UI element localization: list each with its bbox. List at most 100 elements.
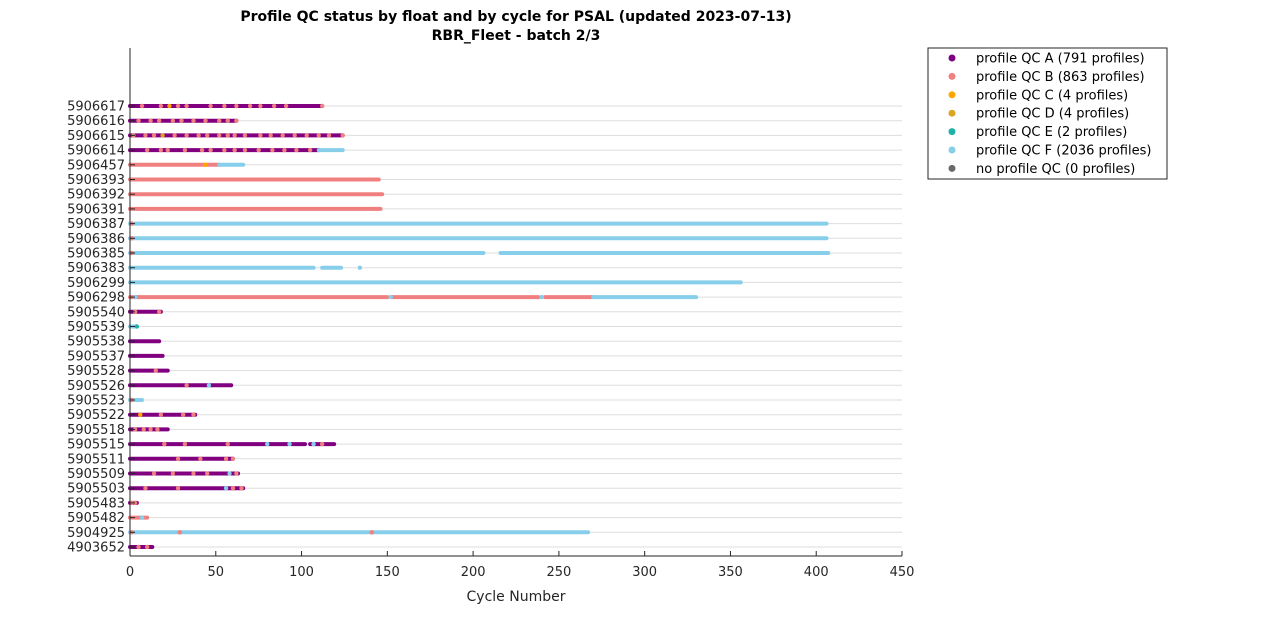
- y-tick-label: 5905522: [67, 408, 125, 423]
- profile-point-qc-b: [175, 103, 181, 109]
- profile-point-qc-b: [191, 118, 196, 123]
- profile-point-qc-b: [294, 147, 299, 153]
- profile-point-qc-d: [160, 133, 165, 138]
- float-row-5906617: [128, 103, 325, 109]
- y-tick-label: 5906299: [67, 276, 125, 291]
- profile-point-qc-b: [158, 412, 164, 417]
- x-tick-label: 50: [208, 565, 225, 580]
- profile-point-qc-b: [141, 427, 146, 432]
- y-tick-label: 5906457: [67, 158, 125, 173]
- float-row-5905528: [128, 368, 170, 373]
- float-row-5905518: [128, 427, 170, 432]
- profile-point-qc-b: [198, 456, 203, 461]
- float-row-5905515: [128, 441, 337, 447]
- profile-point-qc-f: [227, 471, 232, 476]
- profile-point-qc-b: [182, 147, 188, 153]
- profile-point-qc-b: [230, 456, 236, 461]
- profile-point-qc-b: [203, 118, 208, 123]
- profile-point-qc-b: [144, 147, 150, 153]
- profile-point-qc-b: [143, 486, 148, 491]
- float-row-5904925: [128, 530, 591, 535]
- profile-point-qc-b: [225, 441, 230, 447]
- y-tick-label: 5906298: [67, 291, 125, 306]
- profile-point-qc-f: [206, 383, 212, 388]
- y-tick-label: 5906386: [67, 232, 125, 247]
- y-tick-label: 5905511: [67, 452, 125, 467]
- y-tick-label: 5905528: [67, 364, 125, 379]
- legend-item: profile QC B (863 profiles): [948, 70, 1145, 85]
- legend-label: profile QC D (4 profiles): [976, 107, 1129, 122]
- profile-point-qc-b: [232, 147, 237, 153]
- legend-item: profile QC D (4 profiles): [948, 107, 1129, 122]
- profile-point-qc-b: [247, 103, 253, 109]
- profile-point-qc-b: [208, 147, 213, 153]
- profile-point-qc-b: [175, 486, 181, 491]
- profile-point-qc-b: [319, 103, 325, 109]
- legend-swatch: [948, 164, 956, 172]
- profile-point-qc-b: [316, 133, 321, 138]
- profile-point-qc-b: [223, 456, 229, 461]
- legend-box: [927, 47, 1168, 180]
- y-tick-label: 5904925: [67, 526, 125, 541]
- y-tick-label: 5905540: [67, 305, 125, 320]
- x-axis-label: Cycle Number: [467, 589, 566, 605]
- profile-point-qc-b: [225, 133, 230, 138]
- x-tick-label: 200: [461, 565, 486, 580]
- profile-point-qc-b: [340, 133, 345, 138]
- profile-point-qc-f: [265, 441, 270, 447]
- legend-label: no profile QC (0 profiles): [976, 162, 1135, 177]
- legend-item: profile QC F (2036 profiles): [948, 144, 1151, 159]
- profile-point-qc-b: [199, 147, 205, 153]
- profile-point-qc-b: [155, 427, 160, 432]
- profile-point-qc-b: [234, 471, 239, 476]
- x-tick-label: 400: [804, 565, 829, 580]
- y-tick-label: 5905539: [67, 320, 125, 335]
- y-tick-label: 5905526: [67, 379, 125, 394]
- profile-point-qc-b: [191, 412, 196, 417]
- profile-point-qc-b: [156, 118, 162, 123]
- legend-label: profile QC E (2 profiles): [976, 125, 1127, 140]
- profile-point-qc-b: [242, 133, 248, 138]
- profile-point-qc-b: [156, 309, 162, 314]
- profile-point-qc-b: [258, 103, 263, 109]
- legend: profile QC A (791 profiles) profile QC B …: [927, 47, 1168, 180]
- profile-point-qc-b: [232, 133, 237, 138]
- float-row-5905526: [128, 383, 234, 388]
- y-tick-label: 5906391: [67, 202, 125, 217]
- y-tick-label: 5905483: [67, 496, 125, 511]
- profile-point-qc-b: [225, 118, 230, 123]
- float-row-5906615: [128, 133, 345, 138]
- legend-item: profile QC A (791 profiles): [948, 52, 1145, 67]
- y-tick-label: 5905515: [67, 438, 125, 453]
- y-tick-label: 5906392: [67, 188, 125, 203]
- float-row-5906616: [128, 118, 239, 123]
- profile-point-qc-b: [165, 147, 170, 153]
- y-tick-label: 5905503: [67, 482, 125, 497]
- profile-point-qc-b: [177, 530, 182, 535]
- legend-swatch: [948, 91, 956, 99]
- y-tick-label: 5906617: [67, 100, 125, 115]
- profile-point-qc-b: [256, 147, 261, 153]
- x-tick-label: 0: [126, 565, 134, 580]
- profile-point-qc-b: [148, 118, 153, 123]
- profile-point-qc-b: [270, 147, 275, 153]
- profile-point-qc-b: [217, 133, 222, 138]
- legend-swatch: [948, 72, 956, 80]
- legend-item: profile QC C (4 profiles): [948, 88, 1128, 103]
- x-tick-label: 350: [718, 565, 743, 580]
- profile-point-qc-b: [191, 471, 196, 476]
- profile-point-qc-b: [242, 147, 248, 153]
- float-row-5906383: [128, 265, 363, 270]
- profile-point-qc-b: [170, 118, 176, 123]
- profile-point-qc-b: [196, 133, 201, 138]
- profile-point-qc-b: [205, 471, 210, 476]
- profile-point-qc-b: [326, 133, 332, 138]
- profile-point-qc-f: [388, 294, 393, 300]
- profile-point-qc-b: [230, 486, 236, 491]
- grid-lines: [130, 105, 902, 548]
- chart-title: Profile QC status by float and by cycle …: [240, 9, 791, 25]
- profile-point-qc-f: [132, 294, 138, 300]
- profile-point-qc-b: [222, 103, 227, 109]
- profile-point-qc-b: [153, 368, 158, 373]
- profile-point-qc-b: [136, 544, 141, 550]
